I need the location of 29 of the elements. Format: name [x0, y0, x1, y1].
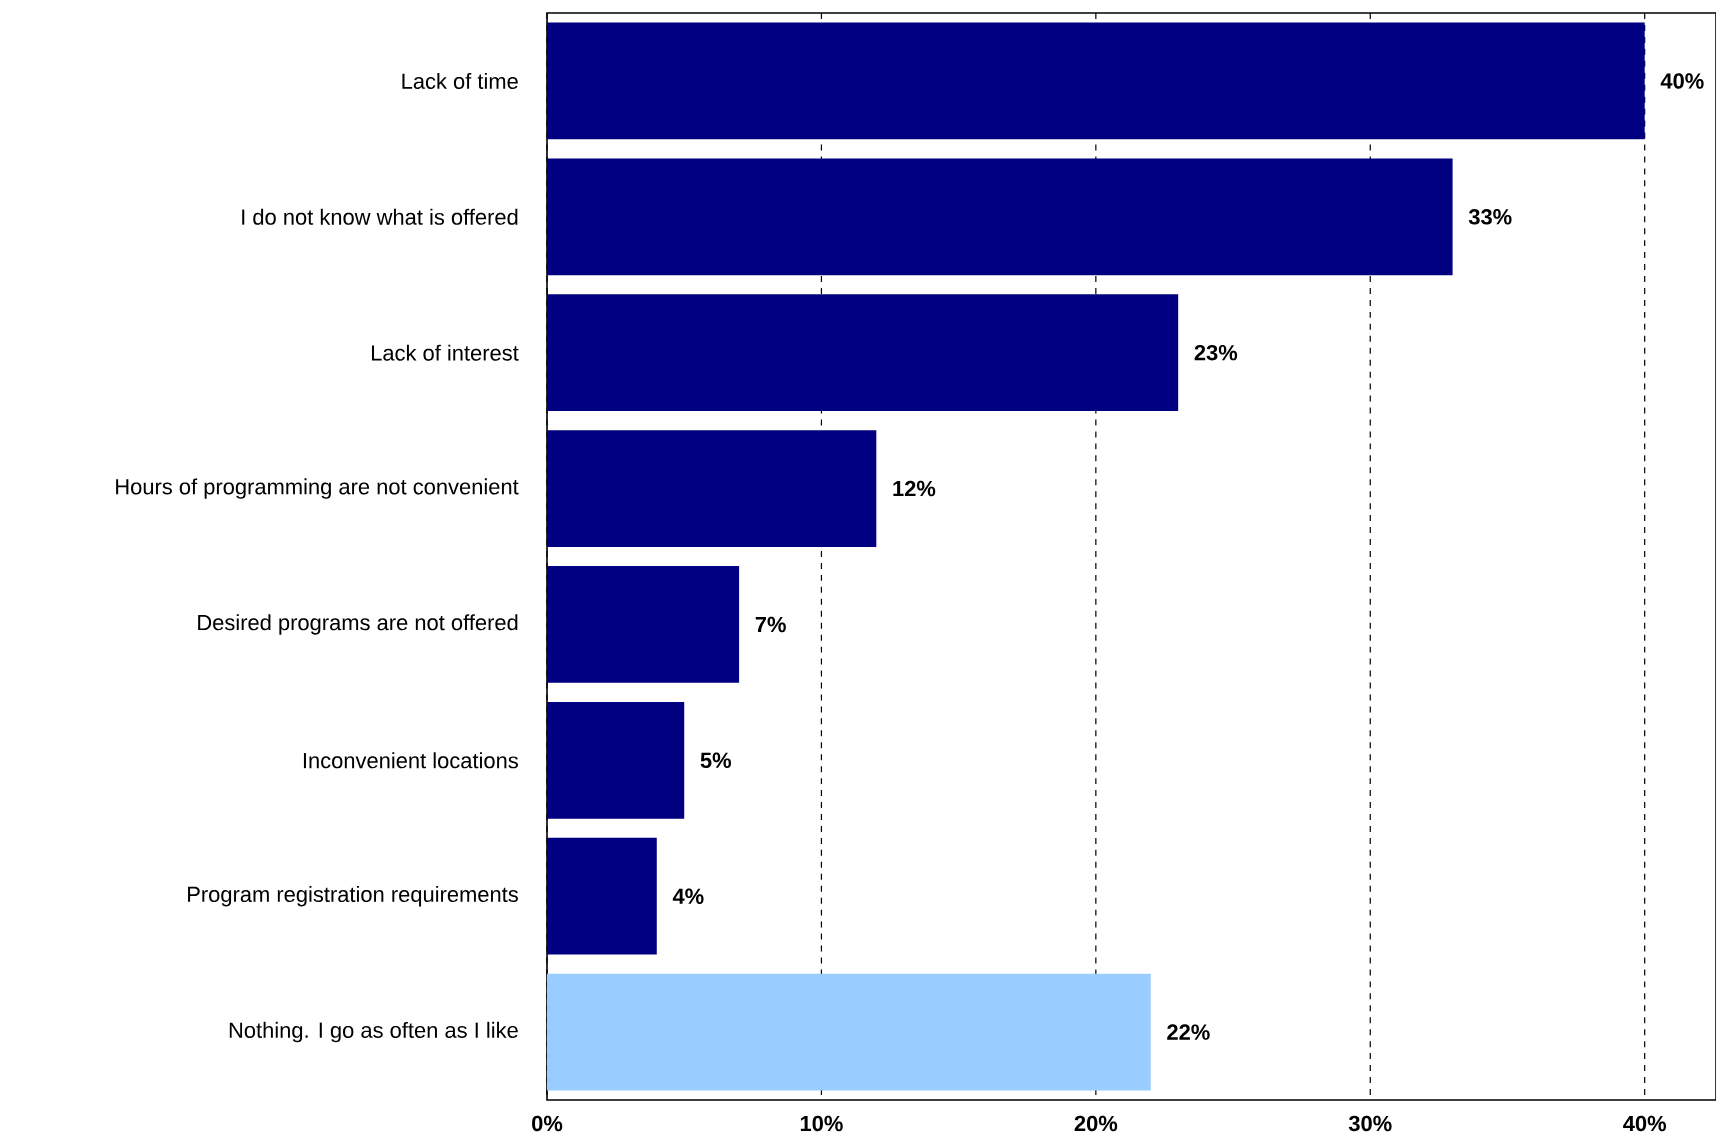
y-tick-label: Hours of programming are not convenient: [116, 478, 519, 499]
data-label: 12%: [893, 480, 936, 497]
bar: [547, 430, 877, 547]
data-label: 40%: [1660, 73, 1704, 89]
data-label: 5%: [700, 752, 732, 769]
y-tick-label: Program registration requirements: [188, 885, 518, 907]
data-label: 23%: [1194, 344, 1238, 361]
y-tick-label: Lack of time: [402, 72, 518, 89]
bar: [547, 22, 1645, 140]
y-tick-label: Lack of interest: [371, 344, 519, 361]
data-label: 4%: [672, 888, 704, 904]
bar: [547, 566, 740, 683]
data-label: 7%: [755, 616, 786, 633]
y-tick-label: Inconvenient locations: [303, 752, 518, 769]
bar: [547, 701, 685, 819]
bar: [547, 973, 1151, 1091]
bar: [547, 837, 657, 955]
bar: [547, 158, 1453, 276]
y-tick-label: I do not know what is offered: [242, 208, 518, 225]
x-tick-label: 40%: [1623, 1115, 1667, 1132]
x-tick-label: 10%: [800, 1115, 843, 1132]
bar: [547, 294, 1179, 412]
data-label: 33%: [1468, 209, 1512, 225]
x-tick-label: 20%: [1074, 1115, 1118, 1132]
y-tick-label: Desired programs are not offered: [198, 614, 518, 635]
data-label: 22%: [1167, 1024, 1210, 1040]
y-tick-label: Nothing. I go as often as I like: [229, 1021, 518, 1043]
x-tick-label: 0%: [532, 1115, 563, 1132]
x-tick-label: 30%: [1348, 1115, 1392, 1132]
